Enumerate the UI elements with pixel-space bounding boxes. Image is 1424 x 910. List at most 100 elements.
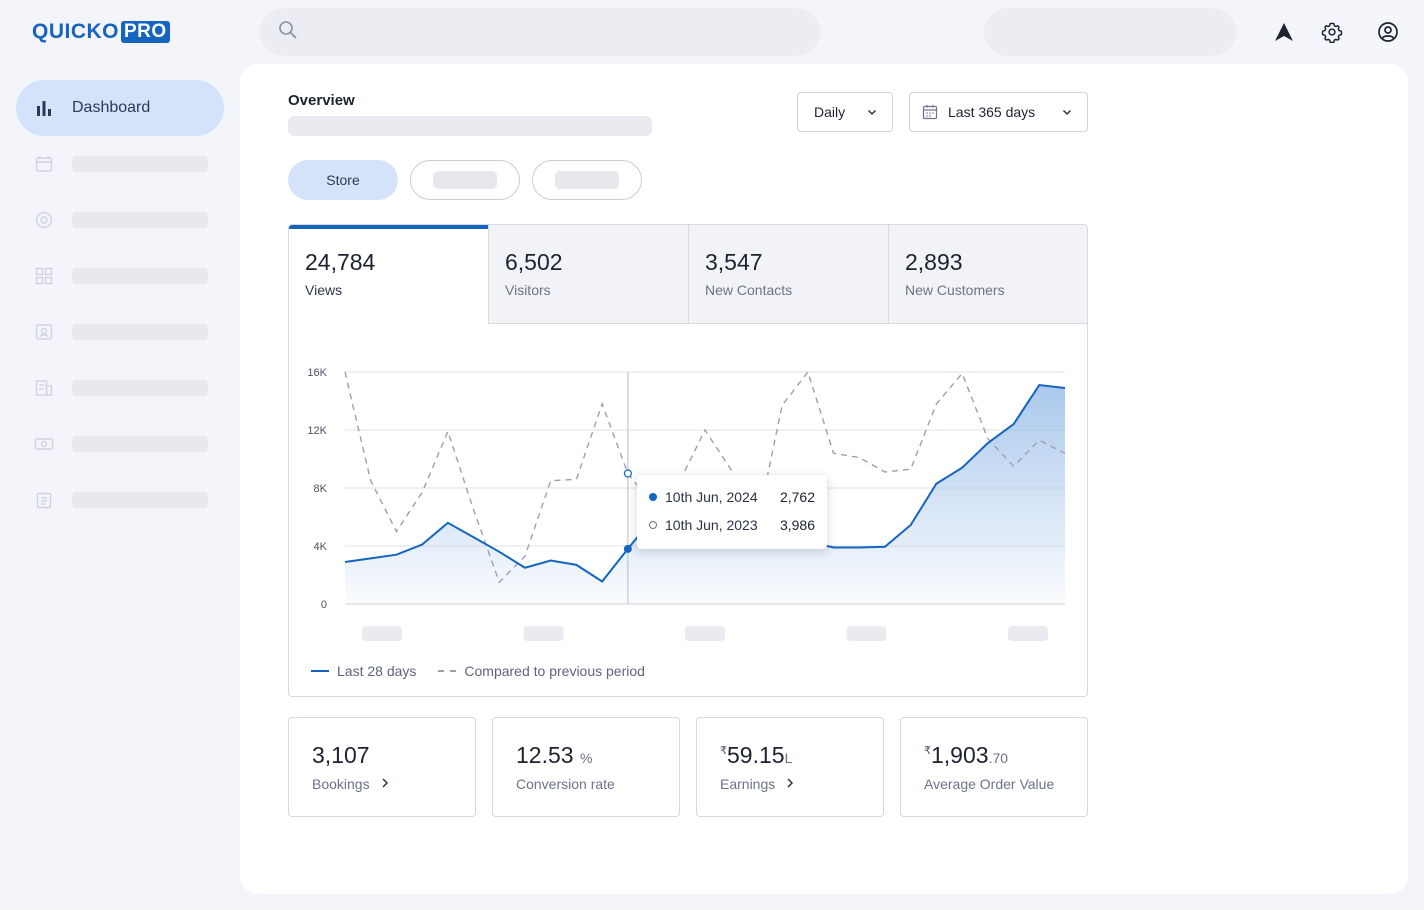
- cash-icon: [34, 434, 54, 454]
- solid-line-icon: [311, 670, 329, 672]
- tooltip-row-current: 10th Jun, 2024 2,762: [649, 487, 815, 507]
- metric-value: 24,784: [305, 249, 376, 275]
- metric-label: New Customers: [905, 282, 1005, 298]
- y-tick-label: 0: [321, 599, 327, 611]
- at-icon: [34, 210, 54, 230]
- sidebar-item-apps[interactable]: [16, 248, 224, 304]
- sidebar-item-label-placeholder: [72, 268, 208, 284]
- tooltip-value: 3,986: [779, 517, 815, 533]
- current-point: [623, 544, 632, 553]
- y-tick-label: 4K: [314, 541, 328, 553]
- tooltip-row-previous: 10th Jun, 2023 3,986: [649, 515, 815, 535]
- pill-label-placeholder: [555, 171, 619, 189]
- period-select[interactable]: Daily: [797, 92, 893, 132]
- clipboard-icon: [34, 490, 54, 510]
- chart-legend: Last 28 days Compared to previous period: [311, 663, 667, 679]
- sidebar-item-label: Dashboard: [72, 99, 151, 116]
- brand-pro-badge: PRO: [121, 21, 170, 43]
- building-icon: [34, 378, 54, 398]
- sidebar-item-label-placeholder: [72, 436, 208, 452]
- grid-icon: [34, 266, 54, 286]
- sidebar-item-dashboard[interactable]: Dashboard: [16, 80, 224, 136]
- stat-card-earnings[interactable]: ₹59.15L Earnings: [696, 717, 884, 817]
- legend-label: Last 28 days: [337, 663, 417, 679]
- x-tick-label-placeholder: [523, 626, 564, 641]
- stat-label: Bookings: [312, 776, 390, 792]
- previous-period-dot-icon: [649, 521, 657, 529]
- sidebar-item-label-placeholder: [72, 212, 208, 228]
- metric-tab-new-customers[interactable]: 2,893 New Customers: [888, 225, 1087, 324]
- metric-label: Visitors: [505, 282, 551, 298]
- main-panel: Overview Daily Last 365 days Store 24,78…: [240, 64, 1408, 894]
- period-select-value: Daily: [814, 104, 846, 120]
- calendar-icon: [34, 154, 54, 174]
- chevron-right-icon: [785, 776, 795, 792]
- metric-tabs: 24,784 Views 6,502 Visitors 3,547 New Co…: [289, 225, 1087, 324]
- sidebar-item-label-placeholder: [72, 156, 208, 172]
- search-bar[interactable]: [260, 8, 820, 56]
- current-period-area: [345, 385, 1065, 604]
- sidebar-item-mentions[interactable]: [16, 192, 224, 248]
- metric-tab-views[interactable]: 24,784 Views: [289, 225, 489, 324]
- metric-value: 3,547: [705, 249, 763, 275]
- y-tick-label: 12K: [307, 425, 327, 437]
- pill-label-placeholder: [433, 171, 497, 189]
- x-tick-label-placeholder: [685, 626, 725, 641]
- stat-card-conversion-rate[interactable]: 12.53 % Conversion rate: [492, 717, 680, 817]
- gear-icon[interactable]: [1320, 20, 1344, 44]
- metric-label: New Contacts: [705, 282, 793, 298]
- sidebar-item-payments[interactable]: [16, 416, 224, 472]
- x-tick-label-placeholder: [362, 626, 402, 641]
- chevron-down-icon: [866, 105, 878, 121]
- metric-value: 2,893: [905, 249, 963, 275]
- sidebar-item-contacts[interactable]: [16, 304, 224, 360]
- sidebar-item-label-placeholder: [72, 380, 208, 396]
- chart-tooltip: 10th Jun, 2024 2,762 10th Jun, 2023 3,98…: [637, 475, 827, 549]
- y-tick-label: 16K: [307, 367, 327, 379]
- x-tick-label-placeholder: [1008, 626, 1048, 641]
- metric-label: Views: [305, 282, 343, 298]
- navigate-icon[interactable]: [1272, 20, 1296, 44]
- profile-icon[interactable]: [1376, 20, 1400, 44]
- stat-card-bookings[interactable]: 3,107 Bookings: [288, 717, 476, 817]
- y-tick-label: 8K: [314, 483, 328, 495]
- legend-item-current[interactable]: Last 28 days: [311, 663, 416, 679]
- sidebar-item-reports[interactable]: [16, 472, 224, 528]
- legend-label: Compared to previous period: [464, 663, 645, 679]
- chevron-down-icon: [1061, 105, 1073, 121]
- brand-logo[interactable]: QUICKO PRO: [32, 20, 170, 44]
- legend-item-previous[interactable]: Compared to previous period: [438, 663, 645, 679]
- brand-name: QUICKO: [32, 20, 119, 43]
- tooltip-date: 10th Jun, 2023: [665, 517, 758, 533]
- tab-store[interactable]: Store: [288, 160, 398, 200]
- metric-value: 6,502: [505, 249, 563, 275]
- previous-period-line: [344, 370, 1066, 584]
- sidebar-item-company[interactable]: [16, 360, 224, 416]
- stat-value: ₹1,903.70: [924, 742, 1009, 768]
- previous-point: [623, 469, 632, 478]
- current-period-dot-icon: [649, 493, 657, 501]
- dashed-line-icon: [438, 670, 457, 672]
- tab-placeholder-3[interactable]: [532, 160, 642, 200]
- metric-tab-new-contacts[interactable]: 3,547 New Contacts: [688, 225, 888, 324]
- bar-chart-icon: [34, 98, 54, 118]
- stat-label: Conversion rate: [516, 776, 615, 792]
- stat-value: 12.53 %: [516, 742, 593, 768]
- tab-placeholder-2[interactable]: [410, 160, 520, 200]
- top-placeholder-pill[interactable]: [984, 8, 1236, 56]
- stat-card-average-order-value[interactable]: ₹1,903.70 Average Order Value: [900, 717, 1088, 817]
- stat-label: Average Order Value: [924, 776, 1055, 792]
- metric-tab-visitors[interactable]: 6,502 Visitors: [488, 225, 688, 324]
- contact-card-icon: [34, 322, 54, 342]
- analytics-card: 24,784 Views 6,502 Visitors 3,547 New Co…: [288, 224, 1088, 697]
- stat-value: 3,107: [312, 742, 370, 768]
- calendar-icon: [922, 104, 938, 120]
- stat-value: ₹59.15L: [720, 742, 793, 768]
- chevron-right-icon: [380, 776, 390, 792]
- sidebar-item-calendar[interactable]: [16, 136, 224, 192]
- sidebar-item-label-placeholder: [72, 324, 208, 340]
- page-subtitle-placeholder: [288, 116, 652, 136]
- x-tick-label-placeholder: [846, 626, 887, 641]
- date-range-select[interactable]: Last 365 days: [909, 92, 1088, 132]
- stat-label: Earnings: [720, 776, 795, 792]
